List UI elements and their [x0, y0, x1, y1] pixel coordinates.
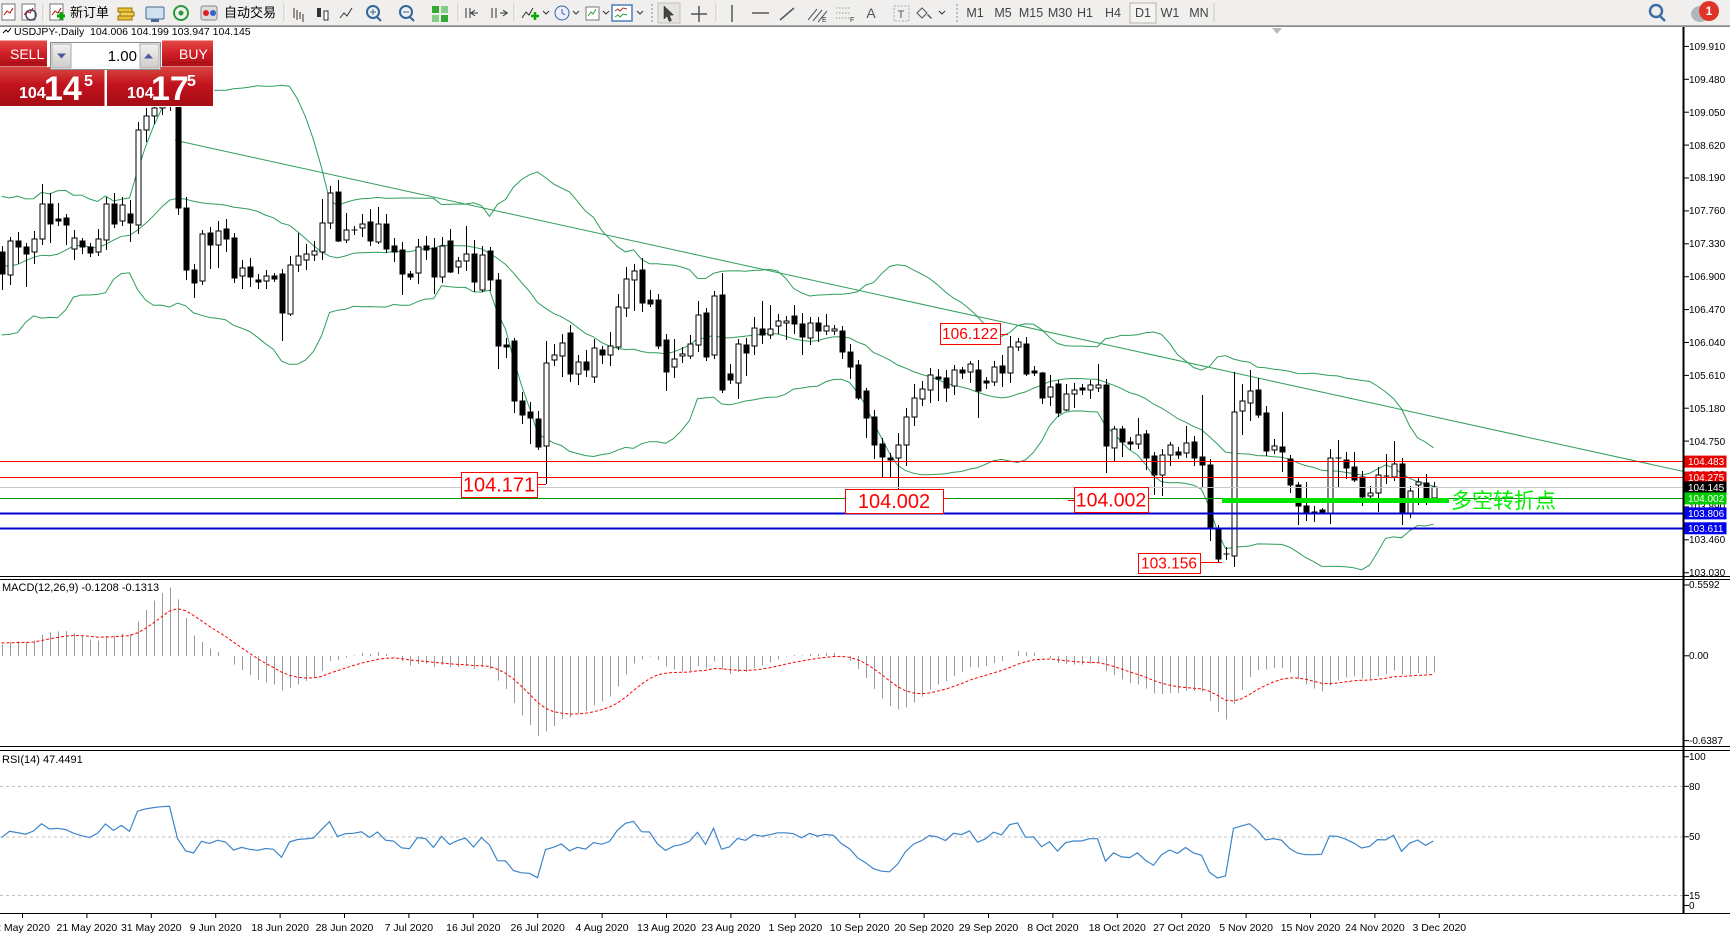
- svg-text:104.483: 104.483: [1688, 457, 1725, 468]
- svg-text:106.040: 106.040: [1689, 338, 1726, 349]
- svg-text:50: 50: [1689, 832, 1701, 843]
- svg-text:0: 0: [1689, 901, 1695, 912]
- svg-text:2 May 2020: 2 May 2020: [0, 922, 50, 934]
- svg-text:107.330: 107.330: [1689, 239, 1726, 250]
- svg-text:27 Oct 2020: 27 Oct 2020: [1153, 922, 1210, 934]
- svg-text:106.122: 106.122: [942, 326, 998, 343]
- svg-text:0.00: 0.00: [1689, 651, 1709, 662]
- svg-text:103.806: 103.806: [1688, 509, 1725, 520]
- svg-text:109.050: 109.050: [1689, 108, 1726, 119]
- svg-text:104.171: 104.171: [463, 475, 535, 497]
- svg-text:103.460: 103.460: [1689, 535, 1726, 546]
- svg-text:28 Jun 2020: 28 Jun 2020: [316, 922, 374, 934]
- svg-text:24 Nov 2020: 24 Nov 2020: [1345, 922, 1405, 934]
- svg-text:H1: H1: [1077, 6, 1093, 20]
- svg-text:103.030: 103.030: [1689, 568, 1726, 579]
- svg-text:USDJPY-,Daily 104.006 104.199: USDJPY-,Daily 104.006 104.199 103.947 10…: [14, 26, 251, 38]
- svg-text:M5: M5: [994, 6, 1011, 20]
- svg-text:109.910: 109.910: [1689, 42, 1726, 53]
- svg-text:29 Sep 2020: 29 Sep 2020: [959, 922, 1019, 934]
- svg-text:104.002: 104.002: [1076, 489, 1147, 511]
- svg-text:3 Dec 2020: 3 Dec 2020: [1412, 922, 1466, 934]
- svg-text:F: F: [850, 17, 854, 24]
- svg-text:108.620: 108.620: [1689, 141, 1726, 152]
- svg-text:H4: H4: [1105, 6, 1121, 20]
- svg-text:BUY: BUY: [179, 46, 208, 62]
- svg-text:107.760: 107.760: [1689, 206, 1726, 217]
- svg-text:106.900: 106.900: [1689, 272, 1726, 283]
- svg-text:7 Jul 2020: 7 Jul 2020: [385, 922, 434, 934]
- svg-text:W1: W1: [1161, 6, 1180, 20]
- svg-text:104.002: 104.002: [858, 491, 930, 513]
- svg-text:18 Oct 2020: 18 Oct 2020: [1089, 922, 1146, 934]
- svg-text:D1: D1: [1135, 6, 1151, 20]
- svg-text:A: A: [866, 5, 876, 21]
- svg-text:0.5592: 0.5592: [1689, 580, 1720, 591]
- svg-text:103.611: 103.611: [1688, 524, 1724, 535]
- svg-text:-0.6387: -0.6387: [1689, 736, 1723, 747]
- svg-text:自动交易: 自动交易: [224, 5, 276, 20]
- svg-text:RSI(14) 47.4491: RSI(14) 47.4491: [2, 754, 83, 766]
- svg-text:16 Jul 2020: 16 Jul 2020: [446, 922, 500, 934]
- svg-text:31 May 2020: 31 May 2020: [121, 922, 182, 934]
- svg-text:104: 104: [127, 85, 154, 102]
- svg-text:23 Aug 2020: 23 Aug 2020: [701, 922, 760, 934]
- svg-text:新订单: 新订单: [70, 5, 109, 20]
- svg-text:106.470: 106.470: [1689, 305, 1726, 316]
- svg-text:15 Nov 2020: 15 Nov 2020: [1281, 922, 1341, 934]
- svg-text:105.610: 105.610: [1689, 371, 1726, 382]
- svg-text:5 Nov 2020: 5 Nov 2020: [1219, 922, 1273, 934]
- svg-text:80: 80: [1689, 782, 1701, 793]
- svg-text:T: T: [898, 9, 905, 21]
- svg-text:4 Aug 2020: 4 Aug 2020: [576, 922, 629, 934]
- svg-text:8 Oct 2020: 8 Oct 2020: [1027, 922, 1079, 934]
- svg-text:104.145: 104.145: [1688, 483, 1725, 494]
- svg-text:104.275: 104.275: [1688, 473, 1725, 484]
- svg-text:MACD(12,26,9) -0.1208 -0.1313: MACD(12,26,9) -0.1208 -0.1313: [2, 582, 159, 594]
- svg-text:E: E: [822, 17, 827, 24]
- svg-text:M1: M1: [966, 6, 983, 20]
- svg-text:10 Sep 2020: 10 Sep 2020: [830, 922, 890, 934]
- svg-text:18 Jun 2020: 18 Jun 2020: [251, 922, 309, 934]
- svg-text:104: 104: [19, 85, 46, 102]
- svg-text:1: 1: [1706, 4, 1713, 18]
- svg-text:21 May 2020: 21 May 2020: [57, 922, 118, 934]
- svg-text:1.00: 1.00: [108, 48, 137, 65]
- svg-text:109.480: 109.480: [1689, 75, 1726, 86]
- svg-text:103.156: 103.156: [1141, 555, 1197, 572]
- svg-text:SELL: SELL: [10, 46, 44, 62]
- svg-text:M30: M30: [1048, 6, 1072, 20]
- svg-text:26 Jul 2020: 26 Jul 2020: [511, 922, 565, 934]
- svg-text:104.750: 104.750: [1689, 437, 1726, 448]
- svg-text:5: 5: [187, 73, 196, 90]
- svg-text:20 Sep 2020: 20 Sep 2020: [894, 922, 954, 934]
- svg-text:15: 15: [1689, 891, 1701, 902]
- svg-text:MN: MN: [1189, 6, 1208, 20]
- svg-text:1 Sep 2020: 1 Sep 2020: [768, 922, 822, 934]
- svg-text:105.180: 105.180: [1689, 404, 1726, 415]
- svg-text:9 Jun 2020: 9 Jun 2020: [190, 922, 242, 934]
- svg-text:17: 17: [151, 70, 189, 108]
- svg-text:104.002: 104.002: [1688, 494, 1725, 505]
- svg-text:5: 5: [84, 73, 93, 90]
- svg-text:14: 14: [44, 70, 82, 108]
- svg-text:M15: M15: [1019, 6, 1043, 20]
- svg-text:多空转折点: 多空转折点: [1451, 490, 1556, 513]
- svg-text:100: 100: [1689, 752, 1706, 763]
- svg-text:13 Aug 2020: 13 Aug 2020: [637, 922, 696, 934]
- svg-text:108.190: 108.190: [1689, 173, 1726, 184]
